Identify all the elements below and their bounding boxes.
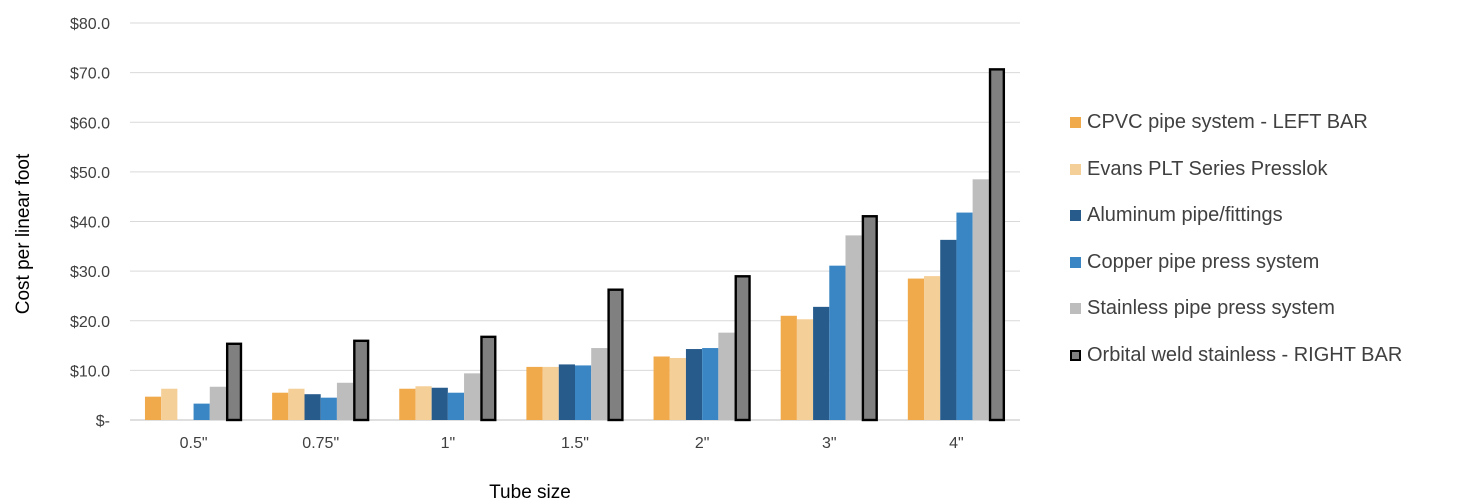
bar-aluminum-pipe-fittings [304, 394, 321, 420]
x-tick-label: 0.75" [302, 435, 339, 452]
legend-item: Aluminum pipe/fittings [1070, 199, 1402, 232]
legend-item: Orbital weld stainless - RIGHT BAR [1070, 339, 1402, 372]
y-tick-label: $80.0 [70, 16, 110, 33]
bar-aluminum-pipe-fittings [558, 364, 575, 420]
bar-stainless-pipe-press-system [336, 382, 354, 420]
bar-stainless-pipe-press-system [209, 386, 226, 420]
bar-copper-pipe-press-system [193, 403, 210, 420]
legend-label: Evans PLT Series Presslok [1087, 157, 1328, 180]
legend-swatch [1070, 256, 1081, 268]
bar-cpvc-pipe-system-left-bar [399, 388, 416, 420]
gridlines [130, 22, 1020, 421]
y-tick-label: $20.0 [70, 314, 110, 331]
bar-orbital-weld-stainless-right-bar [225, 342, 243, 422]
y-tick-label: $60.0 [70, 115, 110, 132]
y-axis-ticks: $- $10.0 $20.0 $30.0 $40.0 $50.0 $60.0 $70.0 $80… [70, 16, 110, 430]
bar-evans-plt-series-presslok [288, 388, 305, 420]
y-tick-label: $70.0 [70, 66, 110, 83]
bar-evans-plt-series-presslok [542, 366, 559, 420]
legend-label: Copper pipe press system [1087, 250, 1320, 273]
bar-aluminum-pipe-fittings [685, 349, 703, 420]
x-axis-ticks: 0.5" 0.75" 1" 1.5" 2" 3" 4" [180, 435, 964, 452]
bar-orbital-weld-stainless-right-bar [607, 288, 624, 422]
legend-label: Stainless pipe press system [1087, 297, 1335, 319]
bar-copper-pipe-press-system [320, 397, 337, 420]
bar-stainless-pipe-press-system [718, 332, 735, 420]
bar-cpvc-pipe-system-left-bar [144, 396, 162, 420]
x-tick-label: 2" [695, 435, 710, 452]
legend-swatch [1070, 117, 1081, 128]
x-axis-title: Tube size [489, 482, 571, 500]
y-tick-label: $10.0 [70, 363, 110, 380]
legend-swatch [1070, 303, 1081, 314]
x-tick-label: 1" [441, 435, 456, 452]
legend-swatch [1070, 163, 1081, 175]
bar-orbital-weld-stainless-right-bar [353, 339, 370, 422]
y-tick-label: $40.0 [70, 215, 110, 232]
bar-stainless-pipe-press-system [845, 235, 862, 420]
bar-cpvc-pipe-system-left-bar [780, 315, 797, 420]
y-tick-label: $30.0 [70, 264, 110, 281]
legend-item: Evans PLT Series Presslok [1070, 153, 1402, 186]
bar-copper-pipe-press-system [702, 348, 719, 420]
y-tick-label: $50.0 [70, 165, 110, 182]
bar-cpvc-pipe-system-left-bar [907, 278, 925, 420]
bar-evans-plt-series-presslok [415, 386, 432, 420]
bar-evans-plt-series-presslok [669, 357, 686, 420]
bar-orbital-weld-stainless-right-bar [480, 335, 497, 422]
bar-orbital-weld-stainless-right-bar [988, 68, 1006, 422]
bar-stainless-pipe-press-system [972, 179, 989, 420]
bar-aluminum-pipe-fittings [431, 387, 448, 420]
bar-aluminum-pipe-fittings [813, 306, 830, 420]
legend-item: Copper pipe press system [1070, 246, 1402, 279]
bar-cpvc-pipe-system-left-bar [272, 392, 289, 420]
bar-evans-plt-series-presslok [924, 276, 941, 420]
bar-evans-plt-series-presslok [161, 388, 178, 420]
legend-swatch [1070, 210, 1081, 221]
bar-aluminum-pipe-fittings [940, 239, 957, 420]
legend-swatch [1070, 349, 1081, 361]
x-tick-label: 1.5" [561, 435, 589, 452]
x-tick-label: 4" [949, 435, 964, 452]
bars [144, 68, 1006, 422]
legend-item: Stainless pipe press system [1070, 292, 1402, 325]
bar-copper-pipe-press-system [829, 265, 846, 420]
legend-item: CPVC pipe system - LEFT BAR [1070, 106, 1402, 139]
bar-copper-pipe-press-system [575, 365, 592, 420]
x-tick-label: 3" [822, 435, 837, 452]
y-axis-title: Cost per linear foot [13, 153, 34, 314]
legend-label: Aluminum pipe/fittings [1087, 204, 1283, 226]
bar-copper-pipe-press-system [447, 392, 465, 420]
legend-label: Orbital weld stainless - RIGHT BAR [1087, 343, 1403, 366]
bar-orbital-weld-stainless-right-bar [861, 215, 878, 422]
bar-cpvc-pipe-system-left-bar [653, 356, 670, 420]
legend: CPVC pipe system - LEFT BAR Evans PLT Ser… [1070, 106, 1402, 385]
x-tick-label: 0.5" [180, 435, 208, 452]
bar-orbital-weld-stainless-right-bar [734, 275, 751, 422]
bar-stainless-pipe-press-system [464, 373, 481, 420]
legend-label: CPVC pipe system - LEFT BAR [1087, 111, 1368, 133]
bar-evans-plt-series-presslok [796, 319, 814, 420]
y-tick-label: $- [96, 413, 110, 430]
bar-cpvc-pipe-system-left-bar [526, 366, 543, 420]
bar-copper-pipe-press-system [956, 212, 973, 420]
bar-stainless-pipe-press-system [591, 348, 608, 420]
